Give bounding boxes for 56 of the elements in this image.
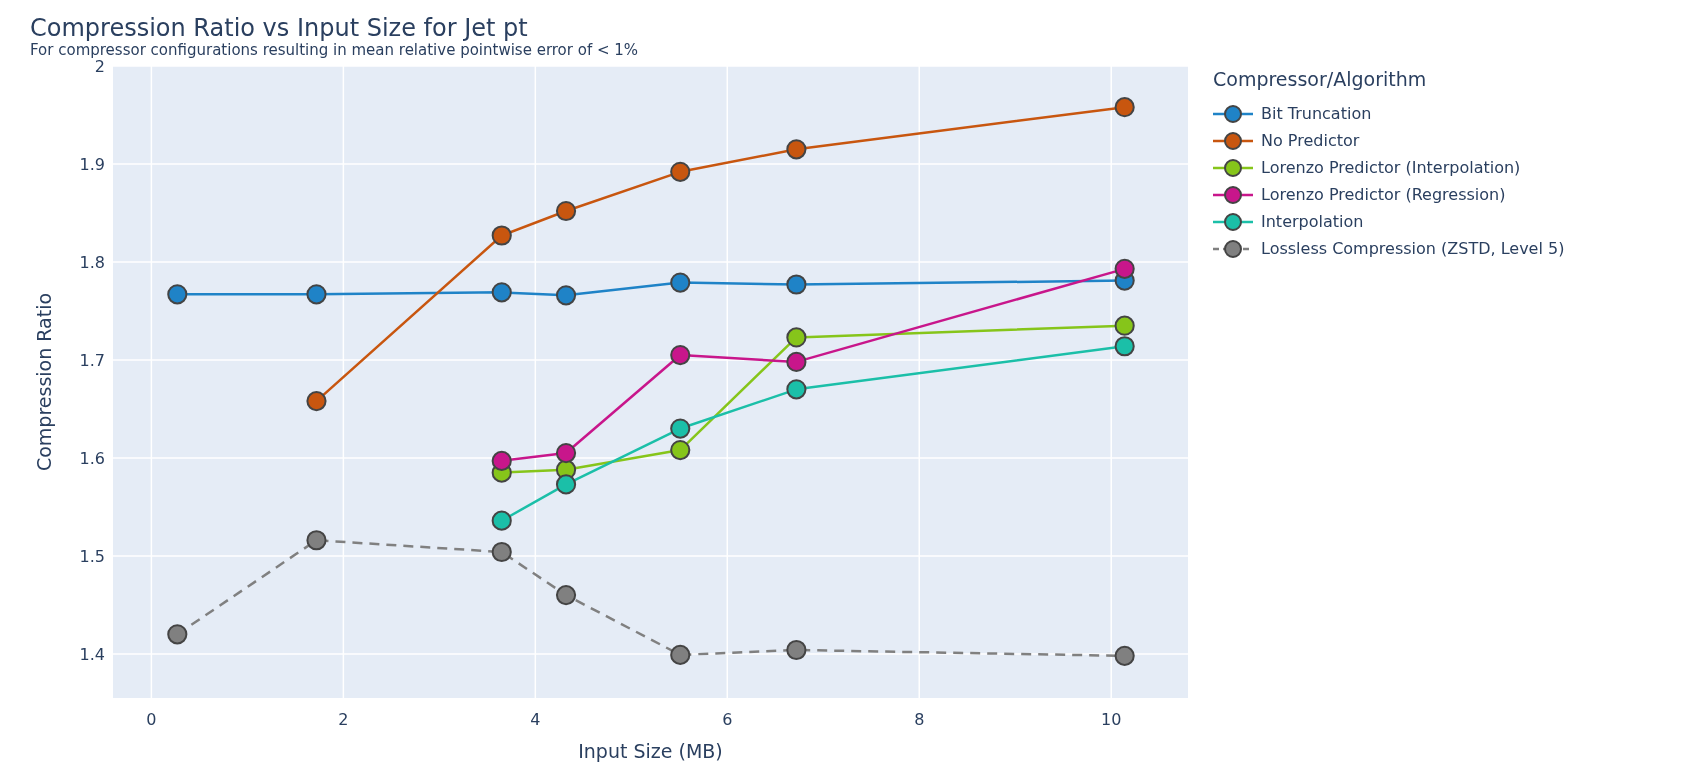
legend-label: Lorenzo Predictor (Interpolation) bbox=[1261, 158, 1521, 177]
point bbox=[555, 442, 577, 464]
point bbox=[786, 274, 807, 295]
point bbox=[1114, 97, 1135, 118]
point bbox=[306, 284, 327, 305]
x-tick-label: 8 bbox=[914, 710, 925, 729]
point bbox=[306, 391, 327, 412]
y-tick-label: 1.7 bbox=[79, 350, 105, 370]
point bbox=[1114, 258, 1135, 279]
x-tick-label: 6 bbox=[722, 710, 733, 729]
point bbox=[167, 624, 188, 645]
point bbox=[670, 161, 691, 182]
y-tick-label: 2 bbox=[94, 57, 105, 76]
point bbox=[491, 541, 512, 563]
point bbox=[1114, 645, 1135, 666]
point bbox=[555, 585, 577, 606]
point bbox=[555, 474, 577, 495]
y-tick-label: 1.9 bbox=[79, 154, 105, 174]
x-tick-label: 10 bbox=[1101, 710, 1122, 729]
point bbox=[167, 284, 188, 305]
y-tick-label: 1.6 bbox=[79, 448, 105, 468]
y-axis-title: Compression Ratio bbox=[33, 292, 55, 472]
x-axis-title: Input Size (MB) bbox=[578, 740, 723, 762]
point bbox=[786, 327, 807, 348]
y-tick-label: 1.5 bbox=[79, 546, 105, 566]
chart-subtitle: For compressor configurations resulting in mean relative pointwise error of < 1% bbox=[30, 41, 639, 59]
point bbox=[786, 379, 807, 400]
point bbox=[491, 282, 512, 303]
point bbox=[491, 225, 512, 246]
point bbox=[555, 200, 577, 222]
point bbox=[670, 440, 691, 461]
point bbox=[491, 450, 512, 471]
point bbox=[555, 285, 577, 306]
x-tick-label: 0 bbox=[146, 710, 157, 729]
legend-label: Lossless Compression (ZSTD, Level 5) bbox=[1261, 239, 1565, 258]
point bbox=[670, 344, 691, 366]
point bbox=[786, 139, 807, 160]
legend-title: Compressor/Algorithm bbox=[1213, 68, 1427, 90]
y-tick-label: 1.4 bbox=[79, 644, 105, 664]
point bbox=[491, 510, 512, 531]
point bbox=[786, 351, 807, 372]
x-tick-label: 4 bbox=[530, 710, 541, 729]
point bbox=[1114, 315, 1135, 336]
legend-label: Bit Truncation bbox=[1261, 104, 1372, 123]
y-tick-label: 1.8 bbox=[79, 252, 105, 272]
point bbox=[670, 644, 691, 665]
point bbox=[670, 272, 691, 293]
point bbox=[670, 418, 691, 439]
point bbox=[306, 530, 327, 551]
legend-label: Interpolation bbox=[1261, 212, 1364, 231]
legend-label: Lorenzo Predictor (Regression) bbox=[1261, 185, 1506, 204]
chart-title: Compression Ratio vs Input Size for Jet pt bbox=[30, 14, 528, 42]
x-tick-label: 2 bbox=[338, 710, 349, 729]
legend-label: No Predictor bbox=[1261, 131, 1360, 150]
point bbox=[1114, 336, 1135, 357]
point bbox=[786, 639, 807, 661]
